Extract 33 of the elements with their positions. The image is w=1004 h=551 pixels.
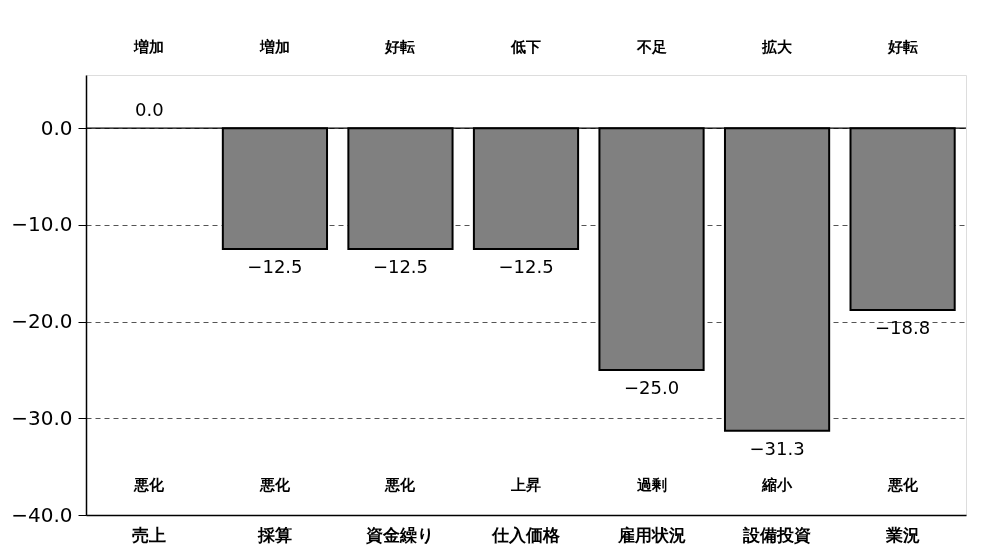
text: 好転 bbox=[886, 38, 918, 56]
annotation: 悪化 bbox=[384, 476, 417, 494]
annotation: 悪化 bbox=[133, 476, 166, 494]
data-label: −25.0 bbox=[623, 376, 680, 398]
text: 増加 bbox=[258, 38, 290, 56]
y-tick-label: −40.0 bbox=[11, 502, 73, 527]
annotation: 過剰 bbox=[635, 476, 667, 494]
text: 不足 bbox=[635, 38, 667, 56]
annotation: 悪化 bbox=[258, 476, 291, 494]
data-label: 0.0 bbox=[135, 99, 164, 121]
x-tick-label: 雇用状況 bbox=[616, 524, 686, 545]
annotation: 縮小 bbox=[761, 476, 794, 494]
data-label: −12.5 bbox=[498, 256, 554, 278]
y-tick-label: −30.0 bbox=[11, 405, 73, 430]
annotation: 上昇 bbox=[510, 476, 541, 494]
data-label: −31.3 bbox=[749, 437, 805, 459]
text: 低下 bbox=[510, 38, 541, 56]
text: 増加 bbox=[133, 38, 165, 56]
text: 好転 bbox=[384, 38, 416, 56]
data-label: −12.5 bbox=[372, 256, 429, 278]
y-tick-label: −10.0 bbox=[11, 212, 73, 237]
data-label: −18.8 bbox=[875, 316, 931, 338]
y-tick-label: −20.0 bbox=[11, 309, 73, 334]
x-tick-label: 資金繰り bbox=[365, 524, 435, 545]
x-tick-label: 売上 bbox=[132, 524, 167, 545]
x-tick-label: 採算 bbox=[256, 524, 292, 545]
y-tick-label: 0.0 bbox=[40, 115, 73, 140]
data-label: −12.5 bbox=[247, 256, 303, 278]
annotation: 悪化 bbox=[886, 476, 919, 494]
x-tick-label: 業況 bbox=[884, 524, 920, 545]
x-tick-label: 設備投資 bbox=[742, 524, 812, 545]
text: 拡大 bbox=[761, 38, 794, 56]
x-tick-label: 仕入価格 bbox=[491, 524, 561, 545]
